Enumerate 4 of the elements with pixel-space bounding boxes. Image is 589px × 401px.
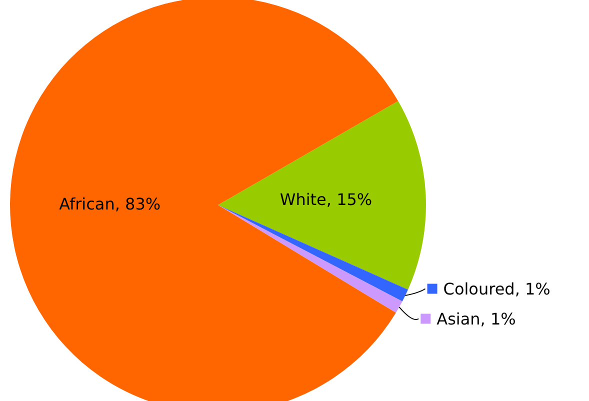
- legend-label: Asian, 1%: [436, 309, 516, 328]
- slice-label: African, 83%: [59, 194, 161, 214]
- legend-label: Coloured, 1%: [443, 279, 550, 298]
- slice-label: White, 15%: [280, 190, 372, 209]
